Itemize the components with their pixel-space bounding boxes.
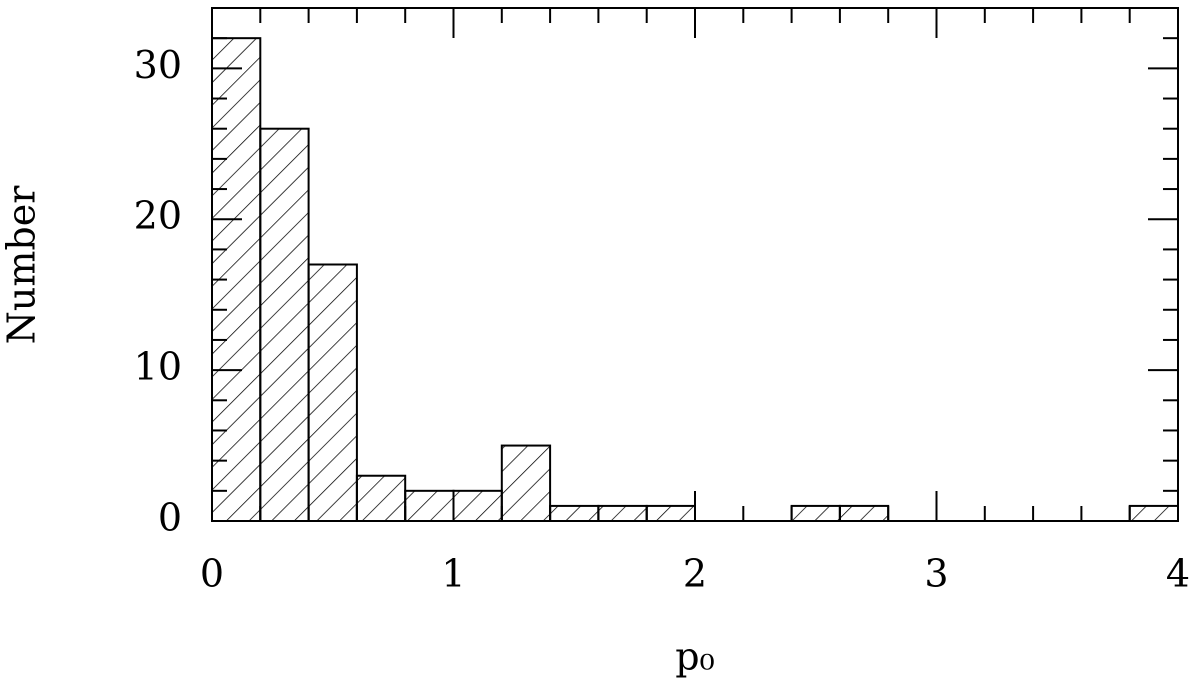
bar <box>790 504 841 523</box>
y-tick-label: 30 <box>134 43 182 87</box>
bar <box>597 504 648 523</box>
bar <box>404 489 455 522</box>
y-tick-label: 10 <box>134 345 182 389</box>
bar <box>838 504 890 523</box>
y-tick-label: 0 <box>158 496 182 540</box>
x-tick-label: 0 <box>200 552 224 596</box>
y-tick-label: 20 <box>134 194 182 238</box>
y-axis-label: Number <box>0 185 44 345</box>
x-tick-label: 4 <box>1166 552 1190 596</box>
bar <box>355 474 407 522</box>
x-tick-label: 3 <box>924 552 948 596</box>
bar <box>1128 504 1179 523</box>
x-axis-label: p₀ <box>675 635 715 679</box>
bar <box>549 504 600 523</box>
bar <box>452 489 503 522</box>
bar <box>307 263 358 522</box>
bar <box>259 127 310 523</box>
x-tick-label: 2 <box>683 552 707 596</box>
x-tick-label: 1 <box>441 552 465 596</box>
bar <box>645 504 697 523</box>
bar <box>500 444 552 523</box>
